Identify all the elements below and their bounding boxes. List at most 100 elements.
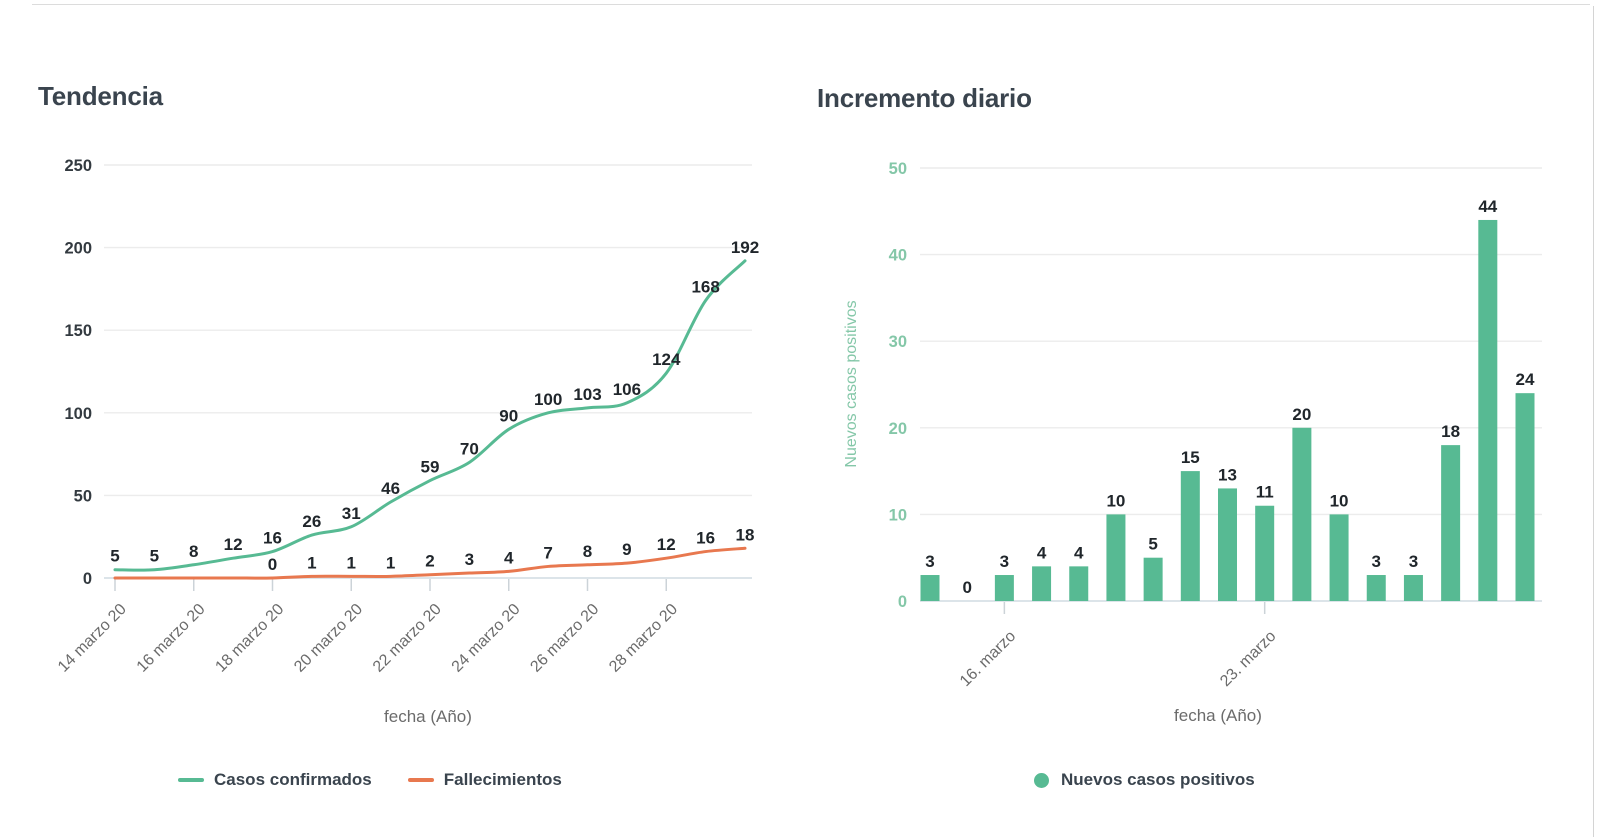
x-tick-label: 16. marzo xyxy=(957,628,1019,690)
data-label: 59 xyxy=(421,458,440,477)
data-label: 10 xyxy=(1106,491,1125,510)
legend-label: Casos confirmados xyxy=(214,770,372,789)
x-tick-label: 24 marzo 20 xyxy=(449,601,524,676)
legend-item-nuevos-casos-positivos[interactable]: Nuevos casos positivos xyxy=(1034,770,1255,790)
data-label: 46 xyxy=(381,479,400,498)
bar-nuevos-casos-positivos[interactable] xyxy=(1143,557,1163,601)
bar-nuevos-casos-positivos[interactable] xyxy=(994,575,1014,601)
y-tick-label: 30 xyxy=(889,333,907,351)
y-tick-label: 50 xyxy=(74,487,92,505)
x-tick-label: 26 marzo 20 xyxy=(527,601,602,676)
bar-nuevos-casos-positivos[interactable] xyxy=(1292,427,1312,601)
bar-nuevos-casos-positivos[interactable] xyxy=(1106,514,1126,601)
y-tick-label: 200 xyxy=(64,240,92,258)
legend-label: Fallecimientos xyxy=(443,770,562,789)
y-tick-label: 20 xyxy=(889,420,907,438)
bar-nuevos-casos-positivos[interactable] xyxy=(1515,393,1535,601)
data-label: 18 xyxy=(736,525,755,544)
data-label: 3 xyxy=(1372,552,1381,571)
trend-chart-title: Tendencia xyxy=(38,81,163,111)
data-label: 3 xyxy=(1409,552,1418,571)
data-label: 1 xyxy=(386,553,395,572)
data-label: 16 xyxy=(696,529,715,548)
bar-nuevos-casos-positivos[interactable] xyxy=(1366,575,1386,601)
y-tick-label: 0 xyxy=(898,593,907,611)
data-label: 8 xyxy=(583,542,592,561)
data-label: 192 xyxy=(731,238,759,257)
x-tick-label: 14 marzo 20 xyxy=(55,601,130,676)
data-label: 31 xyxy=(342,504,361,523)
x-tick-label: 16 marzo 20 xyxy=(134,601,209,676)
bar-nuevos-casos-positivos[interactable] xyxy=(1403,575,1423,601)
data-label: 26 xyxy=(302,512,321,531)
line-swatch-icon xyxy=(407,778,434,782)
data-label: 12 xyxy=(224,535,243,554)
trend-chart-legend: Casos confirmados Fallecimientos xyxy=(178,767,562,793)
data-label: 1 xyxy=(307,553,316,572)
data-label: 2 xyxy=(425,552,434,571)
daily-increase-chart-title: Incremento diario xyxy=(817,83,1032,113)
bar-nuevos-casos-positivos[interactable] xyxy=(1478,219,1498,601)
data-label: 106 xyxy=(613,380,641,399)
data-label: 16 xyxy=(263,529,282,548)
line-fallecimientos[interactable] xyxy=(113,546,747,580)
data-label: 10 xyxy=(1330,491,1349,510)
legend-item-casos-confirmados[interactable]: Casos confirmados xyxy=(178,770,372,790)
data-label: 1 xyxy=(347,553,356,572)
x-axis-title: fecha (Año) xyxy=(384,707,472,726)
data-label: 8 xyxy=(189,542,198,561)
x-axis-title: fecha (Año) xyxy=(1174,706,1262,725)
data-label: 18 xyxy=(1441,422,1460,441)
data-label: 124 xyxy=(652,350,681,369)
bar-nuevos-casos-positivos[interactable] xyxy=(1180,471,1200,601)
y-tick-label: 0 xyxy=(83,570,92,588)
bar-nuevos-casos-positivos[interactable] xyxy=(1218,488,1237,601)
data-label: 5 xyxy=(110,547,119,566)
right-border-line xyxy=(1593,6,1594,837)
data-label: 168 xyxy=(691,277,719,296)
data-label: 5 xyxy=(150,547,159,566)
y-tick-label: 150 xyxy=(64,322,92,340)
data-label: 3 xyxy=(465,550,474,569)
y-tick-label: 10 xyxy=(889,506,907,524)
bar-nuevos-casos-positivos[interactable] xyxy=(1441,445,1461,601)
line-casos-confirmados[interactable] xyxy=(113,259,747,572)
top-border-line xyxy=(32,4,1590,5)
data-label: 100 xyxy=(534,390,562,409)
data-label: 7 xyxy=(543,543,552,562)
x-tick-label: 23. marzo xyxy=(1217,628,1279,690)
data-label: 0 xyxy=(268,555,277,574)
data-label: 4 xyxy=(504,548,514,567)
data-label: 70 xyxy=(460,439,479,458)
data-label: 103 xyxy=(573,385,601,404)
data-label: 24 xyxy=(1516,370,1535,389)
data-label: 90 xyxy=(499,406,518,425)
y-axis-title: Nuevos casos positivos xyxy=(843,300,860,467)
data-label: 3 xyxy=(925,552,934,571)
x-tick-label: 28 marzo 20 xyxy=(606,601,681,676)
x-tick-label: 20 marzo 20 xyxy=(291,601,366,676)
y-tick-label: 250 xyxy=(64,157,92,175)
data-label: 15 xyxy=(1181,448,1200,467)
y-tick-label: 50 xyxy=(889,160,907,178)
data-label: 12 xyxy=(657,535,676,554)
bar-nuevos-casos-positivos[interactable] xyxy=(920,575,940,601)
bar-nuevos-casos-positivos[interactable] xyxy=(1329,514,1349,601)
daily-increase-chart-legend: Nuevos casos positivos xyxy=(1034,767,1255,793)
bar-nuevos-casos-positivos[interactable] xyxy=(1255,505,1275,601)
data-label: 9 xyxy=(622,540,631,559)
data-label: 4 xyxy=(1074,543,1084,562)
bar-nuevos-casos-positivos[interactable] xyxy=(1069,566,1089,601)
line-swatch-icon xyxy=(178,778,204,782)
legend-item-fallecimientos[interactable]: Fallecimientos xyxy=(407,770,562,790)
bar-nuevos-casos-positivos[interactable] xyxy=(1032,566,1052,601)
y-tick-label: 40 xyxy=(889,247,907,265)
data-label: 44 xyxy=(1478,197,1497,216)
data-label: 3 xyxy=(1000,552,1009,571)
y-tick-label: 100 xyxy=(64,405,92,423)
data-label: 5 xyxy=(1148,535,1157,554)
circle-swatch-icon xyxy=(1034,772,1049,788)
data-label: 4 xyxy=(1037,543,1047,562)
data-label: 11 xyxy=(1256,483,1274,502)
